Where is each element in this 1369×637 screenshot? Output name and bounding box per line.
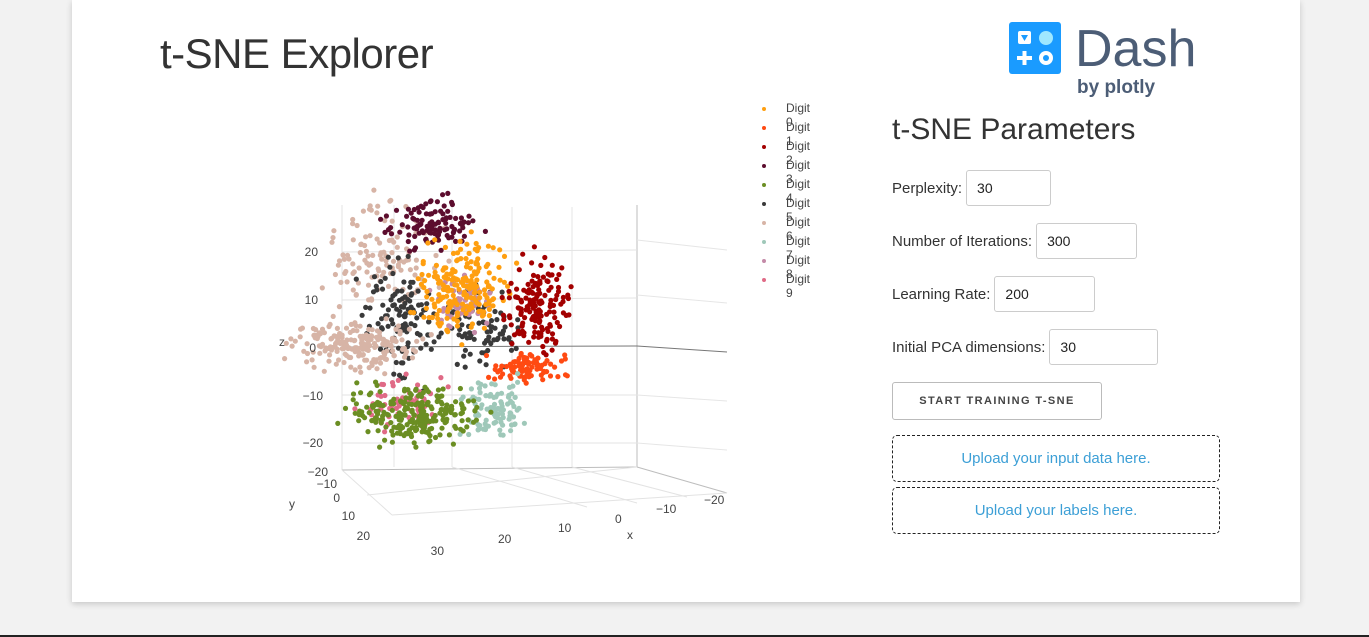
z-tick-label: 20 xyxy=(305,245,319,259)
iterations-row: Number of Iterations: xyxy=(892,223,1138,259)
y-axis-title: y xyxy=(289,497,295,511)
pca-dimensions-label: Initial PCA dimensions: xyxy=(892,338,1046,356)
y-tick-label: 10 xyxy=(342,509,356,523)
x-tick-label: 0 xyxy=(615,512,622,526)
pca-dimensions-row: Initial PCA dimensions: xyxy=(892,329,1159,365)
dash-logo[interactable]: Dash by plotly xyxy=(1009,20,1209,102)
legend-label: Digit 4 xyxy=(786,177,811,205)
x-tick-label: 10 xyxy=(558,521,572,535)
app-card: t-SNE Explorer Dash by plotly xyxy=(72,0,1300,602)
upload-input-data-label: Upload your input data here. xyxy=(961,450,1151,467)
legend-marker-icon xyxy=(762,202,766,206)
x-axis-title: x xyxy=(627,528,633,542)
y-tick-label: −10 xyxy=(317,477,338,491)
z-tick-label: 0 xyxy=(309,341,316,355)
y-tick-label: 30 xyxy=(431,544,445,558)
legend-label: Digit 1 xyxy=(786,120,811,148)
dash-logo-byline: by plotly xyxy=(1077,77,1156,98)
iterations-input[interactable] xyxy=(1036,223,1138,259)
legend-label: Digit 3 xyxy=(786,158,811,186)
z-tick-label: 10 xyxy=(305,293,319,307)
legend-marker-icon xyxy=(762,278,766,282)
window-bottom-border xyxy=(0,635,1369,637)
page-title: t-SNE Explorer xyxy=(160,30,434,77)
z-tick-label: −20 xyxy=(303,436,324,450)
tsne-3d-scatter-plot[interactable]: 20 10 0 −10 −20 z −20 −10 0 10 20 30 y 2… xyxy=(182,95,742,565)
legend-marker-icon xyxy=(762,240,766,244)
pca-dimensions-input[interactable] xyxy=(1049,329,1159,365)
perplexity-input[interactable] xyxy=(966,170,1052,206)
upload-labels-label: Upload your labels here. xyxy=(974,502,1138,519)
learning-rate-input[interactable] xyxy=(994,276,1096,312)
dash-logo-icon xyxy=(1009,22,1061,74)
legend-label: Digit 6 xyxy=(786,215,811,243)
start-training-button[interactable]: START TRAINING T-SNE xyxy=(892,382,1102,420)
y-tick-label: −20 xyxy=(308,465,329,479)
x-tick-label: 20 xyxy=(498,532,512,546)
y-tick-label: 0 xyxy=(333,491,340,505)
legend-marker-icon xyxy=(762,221,766,225)
legend-marker-icon xyxy=(762,126,766,130)
scatter-points xyxy=(282,187,574,450)
learning-rate-row: Learning Rate: xyxy=(892,276,1096,312)
iterations-label: Number of Iterations: xyxy=(892,232,1033,250)
upload-input-data[interactable]: Upload your input data here. xyxy=(892,435,1220,482)
learning-rate-label: Learning Rate: xyxy=(892,285,991,303)
perplexity-row: Perplexity: xyxy=(892,170,1052,206)
x-tick-label: −20 xyxy=(704,493,725,507)
legend-marker-icon xyxy=(762,107,766,111)
legend-marker-icon xyxy=(762,259,766,263)
z-tick-label: −10 xyxy=(303,389,324,403)
legend-label: Digit 2 xyxy=(786,139,811,167)
legend-label: Digit 8 xyxy=(786,253,811,281)
parameters-title: t-SNE Parameters xyxy=(892,113,1136,146)
y-tick-label: 20 xyxy=(357,529,371,543)
legend-marker-icon xyxy=(762,145,766,149)
dash-logo-word: Dash xyxy=(1075,20,1197,78)
legend-label: Digit 0 xyxy=(786,101,811,129)
x-tick-label: −10 xyxy=(656,502,677,516)
legend-label: Digit 9 xyxy=(786,272,811,300)
legend-marker-icon xyxy=(762,183,766,187)
upload-labels[interactable]: Upload your labels here. xyxy=(892,487,1220,534)
perplexity-label: Perplexity: xyxy=(892,179,963,197)
legend-marker-icon xyxy=(762,164,766,168)
z-axis-title: z xyxy=(279,335,285,349)
legend-label: Digit 7 xyxy=(786,234,811,262)
legend-label: Digit 5 xyxy=(786,196,811,224)
